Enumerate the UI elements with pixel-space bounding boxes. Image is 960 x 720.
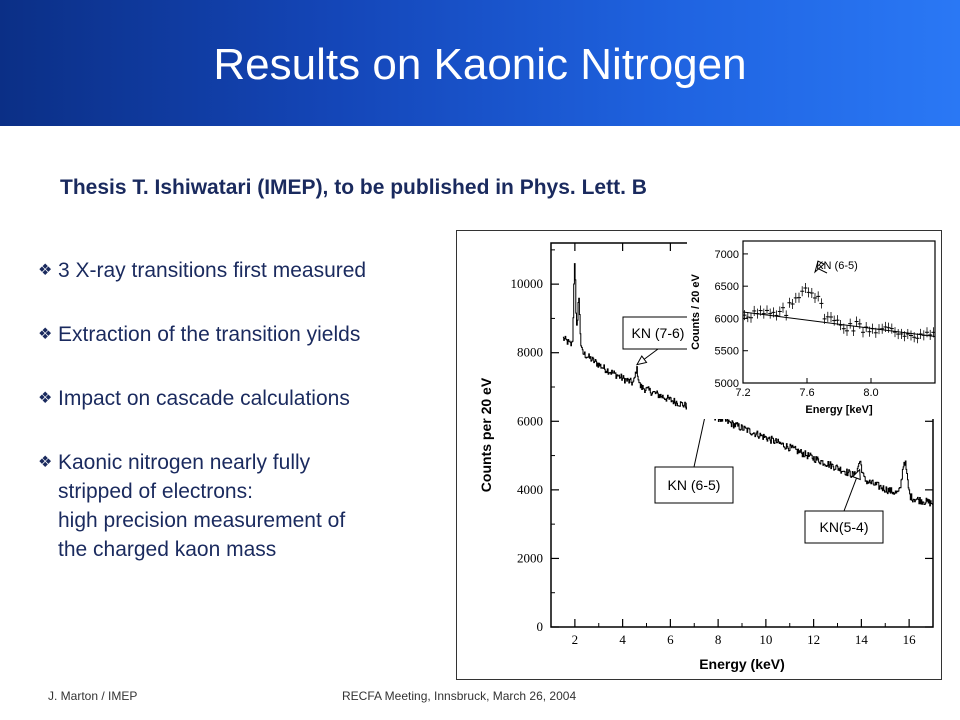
diamond-flower-icon: ❖ <box>38 262 53 279</box>
x-tick-label: 10 <box>759 632 772 647</box>
inset-background <box>687 235 937 419</box>
annotation-label: KN (7-6) <box>632 325 685 341</box>
x-axis-label: Energy (keV) <box>699 656 785 672</box>
inset-x-tick-label: 7.6 <box>799 387 814 399</box>
x-tick-label: 14 <box>855 632 869 647</box>
spectrum-chart-frame: 2 4 6 8 10 12 14 16 0 2000 4000 6000 8000 10000 Energy… <box>456 230 942 680</box>
footer-author: J. Marton / IMEP <box>48 689 138 703</box>
x-tick-label: 12 <box>807 632 820 647</box>
x-tick-label: 2 <box>572 632 579 647</box>
y-tick-label: 8000 <box>517 345 543 360</box>
diamond-flower-icon: ❖ <box>38 326 53 343</box>
slide-subtitle: Thesis T. Ishiwatari (IMEP), to be publi… <box>60 176 647 199</box>
inset-y-tick-label: 7000 <box>715 249 739 261</box>
spectrum-line <box>562 263 933 507</box>
bullet-list: ❖ 3 X-ray transitions first measured ❖ Ext… <box>38 256 458 599</box>
bullet-item: ❖ 3 X-ray transitions first measured <box>38 256 458 285</box>
spectrum-chart: 2 4 6 8 10 12 14 16 0 2000 4000 6000 8000 10000 Energy… <box>478 235 937 672</box>
diamond-flower-icon: ❖ <box>38 390 53 407</box>
annotation-arrowhead <box>851 468 861 481</box>
annotation-box <box>654 466 734 504</box>
annotation-label: KN (6-5) <box>668 477 721 493</box>
annotation-box <box>622 316 694 350</box>
inset-y-tick-label: 6000 <box>715 313 739 325</box>
title-bar: Results on Kaonic Nitrogen <box>0 0 960 126</box>
x-tick-label: 8 <box>715 632 722 647</box>
y-tick-label: 0 <box>537 619 544 634</box>
x-tick-label: 6 <box>667 632 674 647</box>
y-tick-label: 4000 <box>517 482 543 497</box>
y-tick-label: 2000 <box>517 550 543 565</box>
slide-title: Results on Kaonic Nitrogen <box>213 40 747 89</box>
y-tick-label: 10000 <box>511 276 544 291</box>
inset-y-tick-label: 5500 <box>715 346 739 358</box>
annotation-arrowhead <box>635 355 648 366</box>
annotation-box <box>804 510 884 544</box>
inset-fit-line <box>742 311 936 338</box>
inset-annotation-label: KN (6-5) <box>816 260 858 272</box>
bullet-text: Impact on cascade calculations <box>58 387 350 410</box>
x-tick-label: 4 <box>619 632 626 647</box>
inset-y-tick-label: 5000 <box>715 378 739 390</box>
footer-event: RECFA Meeting, Innsbruck, March 26, 2004 <box>342 689 577 703</box>
annotation-label: KN(5-4) <box>819 519 868 535</box>
bullet-text: Extraction of the transition yields <box>58 323 361 346</box>
diamond-flower-icon: ❖ <box>38 454 53 471</box>
inset-annotation-arrowhead <box>814 260 825 274</box>
bullet-text: Kaonic nitrogen nearly fully stripped of… <box>58 451 346 561</box>
bullet-item: ❖ Impact on cascade calculations <box>38 384 458 413</box>
inset-y-tick-label: 6500 <box>715 281 739 293</box>
x-tick-label: 16 <box>903 632 917 647</box>
y-tick-label: 6000 <box>517 413 543 428</box>
bullet-text: 3 X-ray transitions first measured <box>58 259 367 282</box>
inset-y-axis-label: Counts / 20 eV <box>690 273 702 349</box>
inset-x-tick-label: 8.0 <box>863 387 878 399</box>
bullet-item: ❖ Extraction of the transition yields <box>38 320 458 349</box>
y-axis-label: Counts per 20 eV <box>478 377 494 492</box>
inset-x-tick-label: 7.2 <box>735 387 750 399</box>
inset-x-axis-label: Energy [keV] <box>805 404 873 416</box>
bullet-item: ❖ Kaonic nitrogen nearly fully stripped o… <box>38 448 458 564</box>
